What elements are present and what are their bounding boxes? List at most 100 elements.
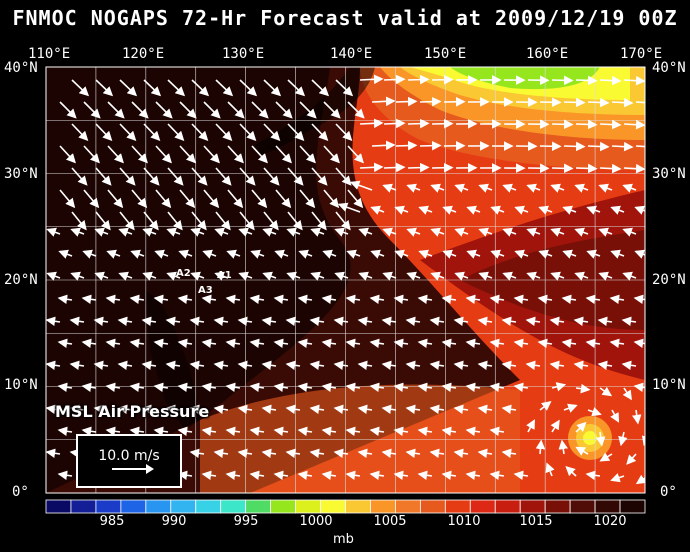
wind-arrow: [514, 249, 529, 259]
wind-arrow: [226, 249, 241, 259]
wind-arrow: [599, 119, 622, 130]
wind-arrow: [81, 338, 97, 348]
wind-arrow: [575, 383, 591, 394]
wind-arrow: [117, 360, 133, 370]
wind-arrow: [203, 145, 220, 164]
colorbar-unit: mb: [333, 532, 354, 547]
wind-arrow: [191, 211, 207, 231]
wind-arrow: [381, 448, 397, 458]
wind-arrow: [154, 249, 169, 259]
wind-arrow: [550, 227, 565, 237]
wind-arrow: [477, 316, 493, 326]
wind-arrow: [119, 79, 138, 97]
wind-arrow: [335, 167, 352, 186]
wind-arrow: [214, 227, 229, 237]
wind-arrow: [477, 404, 493, 414]
wind-arrow: [239, 123, 257, 142]
wind-arrow: [565, 466, 577, 477]
wind-arrow: [466, 205, 481, 215]
wind-arrow: [105, 294, 121, 304]
wind-arrow: [286, 271, 301, 281]
wind-arrow: [69, 360, 85, 370]
wind-arrow: [418, 205, 433, 215]
colorbar-swatch: [395, 499, 421, 514]
wind-arrow: [562, 205, 577, 215]
wind-arrow: [545, 462, 555, 477]
wind-arrow: [442, 249, 457, 259]
colorbar-swatch: [444, 499, 471, 514]
wind-arrow: [155, 189, 172, 209]
wind-arrow: [118, 271, 133, 281]
wind-arrow: [57, 294, 73, 304]
wind-arrow: [153, 382, 169, 392]
wind-arrow: [309, 404, 325, 414]
wind-arrow: [418, 249, 433, 259]
wind-arrow: [227, 101, 245, 119]
wind-arrow: [358, 271, 373, 281]
wind-arrow: [626, 453, 637, 465]
wind-arrow: [429, 360, 445, 370]
colorbar-swatch: [544, 499, 571, 514]
wind-arrow: [70, 227, 85, 237]
wind-arrow: [359, 118, 384, 129]
wind-arrow: [635, 145, 645, 148]
wind-arrow: [513, 294, 529, 304]
wind-arrow: [177, 382, 193, 392]
wind-arrow: [323, 145, 340, 164]
wind-arrow: [287, 123, 305, 142]
wind-arrow: [648, 124, 668, 125]
wind-arrow: [227, 145, 244, 164]
wind-arrow: [525, 316, 541, 326]
wind-arrow: [622, 227, 637, 237]
colorbar-tick-label: 995: [233, 514, 259, 529]
wind-arrow: [273, 294, 289, 304]
wind-arrow: [141, 360, 157, 370]
wind-arrow: [81, 426, 97, 436]
wind-arrow: [119, 123, 137, 142]
wind-arrow: [46, 316, 61, 326]
wind-arrow: [393, 338, 409, 348]
wind-arrow: [225, 470, 241, 480]
colorbar-swatch: [195, 499, 222, 514]
wind-arrow: [261, 316, 277, 326]
wind-arrow: [285, 316, 301, 326]
wind-arrow: [179, 101, 197, 119]
wind-arrow: [227, 189, 244, 209]
colorbar-tick-label: 1015: [519, 514, 553, 529]
wind-arrow: [574, 271, 589, 281]
wind-arrow: [514, 205, 529, 215]
wind-arrow: [118, 227, 133, 237]
wind-arrow: [622, 271, 637, 281]
wind-arrow: [117, 404, 133, 414]
wind-arrow: [623, 119, 645, 130]
wind-arrow: [310, 271, 325, 281]
wind-arrow: [214, 271, 229, 281]
wind-arrow: [191, 123, 209, 142]
wind-arrow: [177, 426, 193, 436]
wind-arrow: [371, 140, 396, 151]
wind-arrow: [251, 189, 268, 209]
wind-arrow: [46, 360, 61, 370]
wind-arrow: [345, 382, 361, 392]
lat-label: 10°N: [4, 377, 38, 393]
lon-label: 170°E: [620, 46, 663, 62]
wind-arrow: [129, 338, 145, 348]
wind-arrow: [453, 360, 469, 370]
wind-scale-label: 10.0 m/s: [98, 448, 160, 464]
lon-label: 140°E: [330, 46, 373, 62]
wind-arrow: [46, 404, 61, 414]
wind-arrow: [299, 145, 316, 164]
field-label: MSL Air Pressure: [55, 402, 210, 421]
wind-arrow: [454, 227, 469, 237]
wind-arrow: [575, 119, 598, 130]
wind-arrow: [143, 79, 162, 97]
wind-arrow: [69, 404, 85, 414]
wind-arrow: [394, 205, 409, 215]
colorbar-swatch: [70, 499, 97, 514]
wind-arrow: [93, 404, 109, 414]
colorbar-tick-label: 1010: [447, 514, 481, 529]
wind-arrow: [454, 271, 469, 281]
wind-arrow: [107, 101, 125, 119]
wind-arrow: [610, 473, 625, 483]
wind-arrow: [249, 294, 265, 304]
